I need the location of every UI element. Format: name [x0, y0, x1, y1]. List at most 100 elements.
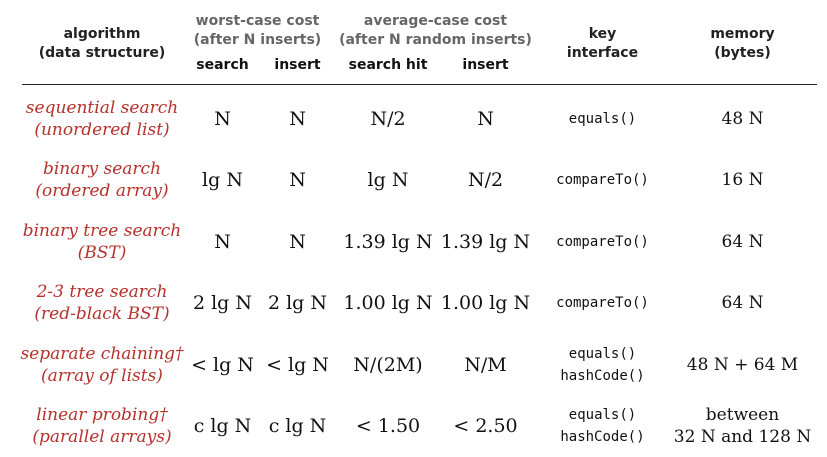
row-6-iface-cell: equals()hashCode() — [540, 396, 665, 457]
row-6-ah-cell: < 1.50 — [338, 396, 438, 457]
row-1-wi-cell: N — [260, 88, 335, 150]
row-2-mem-cell: 16 N — [670, 150, 815, 212]
row-2-ai-cell: N/2 — [438, 150, 533, 212]
header-col-insert: insert — [260, 56, 335, 75]
row-6-wi-cell: c lg N — [260, 396, 335, 457]
row-6-alg-line2: (parallel arrays) — [32, 426, 171, 448]
row-2-alg-line1: binary search — [43, 158, 161, 180]
row-5-ws-cell: < lg N — [185, 334, 260, 396]
row-4-ah-line1: 1.00 lg N — [343, 292, 432, 314]
header-col-search-hit: search hit — [338, 56, 438, 75]
row-6-iface-line2: hashCode() — [560, 426, 644, 448]
row-5-ah-line1: N/(2M) — [353, 354, 422, 376]
row-1-ws-cell: N — [185, 88, 260, 150]
row-3-ai-line1: 1.39 lg N — [441, 231, 530, 253]
row-2-ws-line1: lg N — [202, 169, 243, 191]
row-3-iface-line1: compareTo() — [556, 231, 649, 253]
row-2-iface-cell: compareTo() — [540, 150, 665, 212]
row-4-ai-line1: 1.00 lg N — [441, 292, 530, 314]
header-key-line1: key — [540, 25, 665, 44]
row-1-ah-line1: N/2 — [370, 108, 405, 130]
row-1-iface-cell: equals() — [540, 88, 665, 150]
row-1-mem-line1: 48 N — [722, 108, 764, 130]
row-5-wi-cell: < lg N — [260, 334, 335, 396]
row-5-ai-cell: N/M — [438, 334, 533, 396]
row-6-alg-line1: linear probing† — [36, 404, 167, 426]
header-col-insert-avg: insert — [438, 56, 533, 75]
row-2-alg-cell: binary search(ordered array) — [22, 150, 182, 212]
header-key-interface: key interface — [540, 25, 665, 63]
row-5-ai-line1: N/M — [464, 354, 506, 376]
row-5-mem-line1: 48 N + 64 M — [687, 354, 798, 376]
row-5-alg-line2: (array of lists) — [41, 365, 163, 387]
row-6-wi-line1: c lg N — [269, 415, 327, 437]
row-2-wi-line1: N — [289, 169, 306, 191]
header-worst-case-line1: worst-case cost — [185, 12, 330, 31]
row-6-ai-line1: < 2.50 — [453, 415, 517, 437]
header-col-search: search — [185, 56, 260, 75]
row-4-ws-line1: 2 lg N — [193, 292, 252, 314]
row-3-mem-line1: 64 N — [722, 231, 764, 253]
header-algorithm-line2: (data structure) — [22, 44, 182, 63]
header-average-case: average-case cost (after N random insert… — [338, 12, 533, 50]
row-5-wi-line1: < lg N — [266, 354, 329, 376]
row-5-alg-cell: separate chaining†(array of lists) — [22, 334, 182, 396]
row-4-ws-cell: 2 lg N — [185, 273, 260, 335]
row-1-ai-line1: N — [477, 108, 494, 130]
row-1-ws-line1: N — [214, 108, 231, 130]
row-3-ws-line1: N — [214, 231, 231, 253]
row-4-iface-line1: compareTo() — [556, 292, 649, 314]
row-2-wi-cell: N — [260, 150, 335, 212]
header-average-case-line1: average-case cost — [338, 12, 533, 31]
row-3-mem-cell: 64 N — [670, 211, 815, 273]
row-4-wi-cell: 2 lg N — [260, 273, 335, 335]
row-4-ah-cell: 1.00 lg N — [338, 273, 438, 335]
row-4-ai-cell: 1.00 lg N — [438, 273, 533, 335]
row-3-ah-line1: 1.39 lg N — [343, 231, 432, 253]
row-2-ah-line1: lg N — [368, 169, 409, 191]
row-4-wi-line1: 2 lg N — [268, 292, 327, 314]
row-3-wi-cell: N — [260, 211, 335, 273]
row-3-ai-cell: 1.39 lg N — [438, 211, 533, 273]
row-3-ah-cell: 1.39 lg N — [338, 211, 438, 273]
row-2-ah-cell: lg N — [338, 150, 438, 212]
row-2-mem-line1: 16 N — [722, 169, 764, 191]
row-2-iface-line1: compareTo() — [556, 169, 649, 191]
row-4-iface-cell: compareTo() — [540, 273, 665, 335]
row-6-ws-line1: c lg N — [194, 415, 252, 437]
row-5-ws-line1: < lg N — [191, 354, 254, 376]
row-4-alg-line1: 2-3 tree search — [37, 281, 168, 303]
row-4-alg-cell: 2-3 tree search(red-black BST) — [22, 273, 182, 335]
row-1-ah-cell: N/2 — [338, 88, 438, 150]
row-6-mem-line2: 32 N and 128 N — [674, 426, 811, 448]
header-worst-case: worst-case cost (after N inserts) — [185, 12, 330, 50]
row-4-mem-cell: 64 N — [670, 273, 815, 335]
row-1-mem-cell: 48 N — [670, 88, 815, 150]
header-algorithm-line1: algorithm — [22, 25, 182, 44]
row-4-alg-line2: (red-black BST) — [34, 303, 169, 325]
row-6-ai-cell: < 2.50 — [438, 396, 533, 457]
header-worst-case-line2: (after N inserts) — [185, 31, 330, 50]
row-3-ws-cell: N — [185, 211, 260, 273]
row-2-ai-line1: N/2 — [468, 169, 503, 191]
row-5-ah-cell: N/(2M) — [338, 334, 438, 396]
row-3-iface-cell: compareTo() — [540, 211, 665, 273]
row-1-wi-line1: N — [289, 108, 306, 130]
row-6-iface-line1: equals() — [569, 404, 636, 426]
row-3-wi-line1: N — [289, 231, 306, 253]
row-5-iface-line2: hashCode() — [560, 365, 644, 387]
row-2-alg-line2: (ordered array) — [35, 180, 168, 202]
header-memory: memory (bytes) — [670, 25, 815, 63]
row-5-mem-cell: 48 N + 64 M — [670, 334, 815, 396]
header-memory-line2: (bytes) — [670, 44, 815, 63]
row-1-alg-line1: sequential search — [26, 97, 178, 119]
row-5-iface-cell: equals()hashCode() — [540, 334, 665, 396]
row-1-iface-line1: equals() — [569, 108, 636, 130]
header-rule — [22, 84, 817, 85]
row-1-alg-line2: (unordered list) — [34, 119, 169, 141]
row-3-alg-cell: binary tree search(BST) — [22, 211, 182, 273]
row-6-ah-line1: < 1.50 — [356, 415, 420, 437]
row-1-alg-cell: sequential search(unordered list) — [22, 88, 182, 150]
